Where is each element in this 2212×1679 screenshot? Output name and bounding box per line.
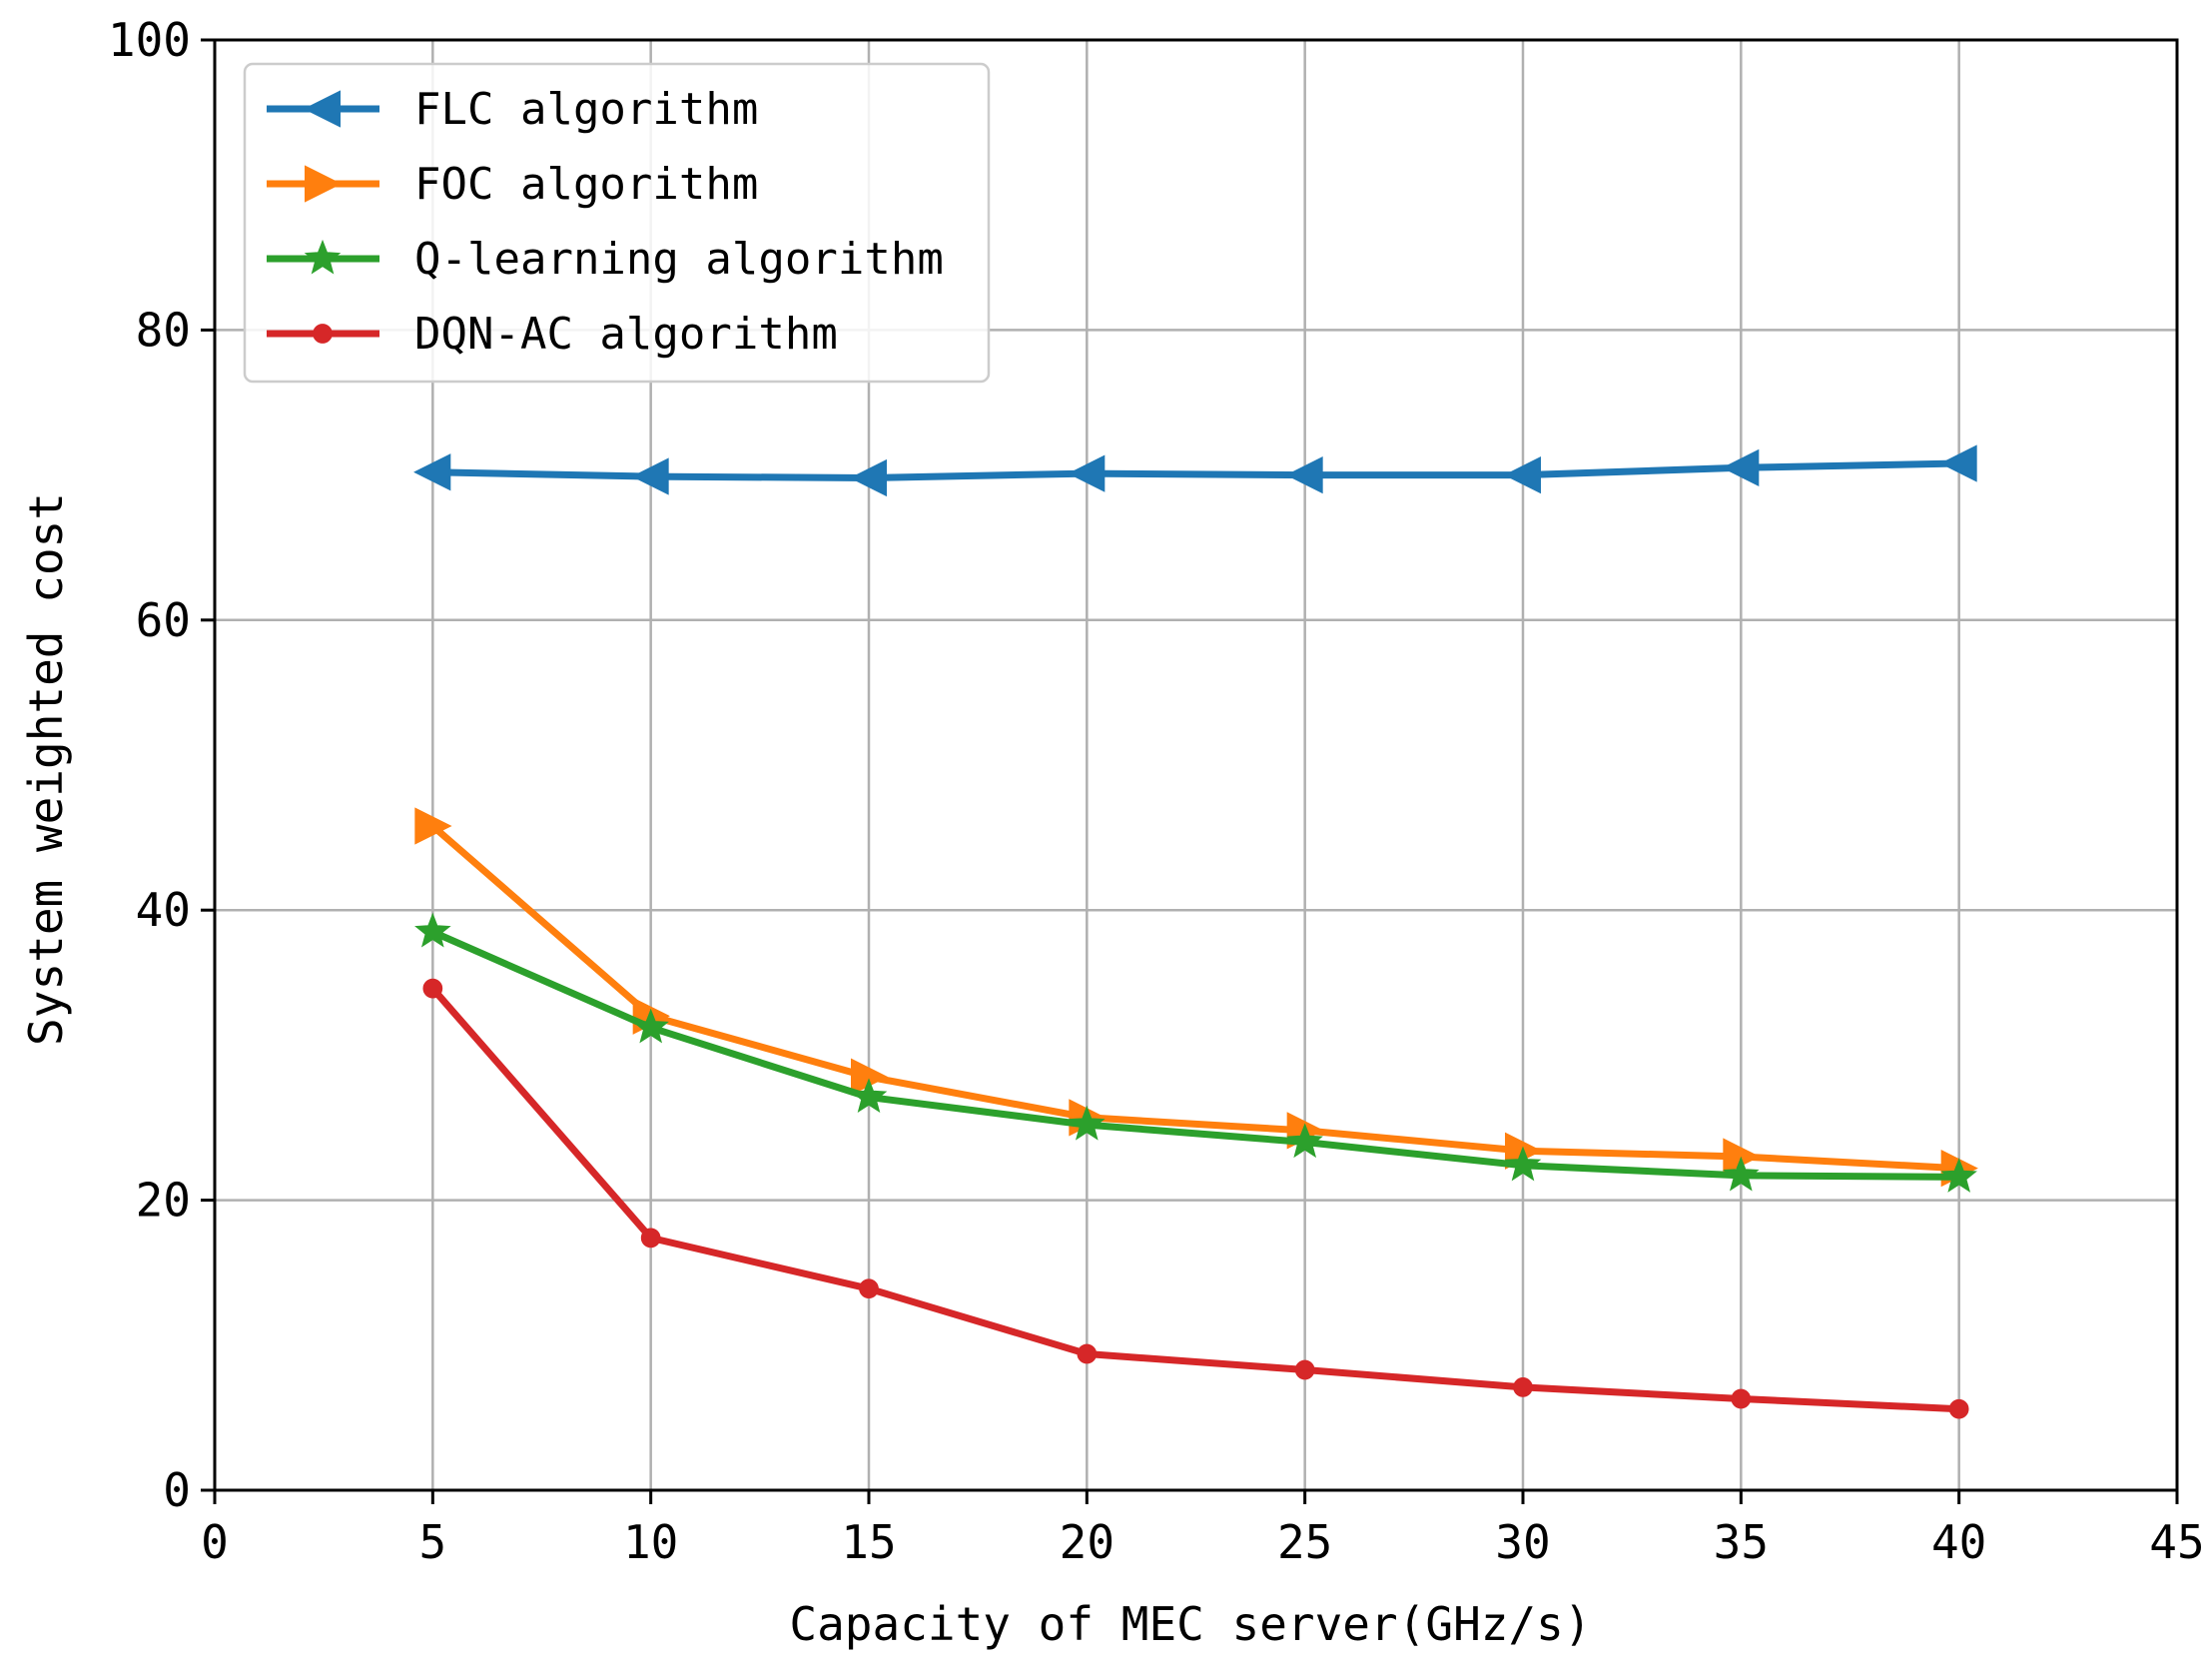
data-point <box>1723 1156 1760 1192</box>
x-tick-label: 20 <box>1060 1515 1114 1569</box>
data-point <box>850 1078 888 1114</box>
y-tick-label: 0 <box>163 1463 191 1517</box>
legend-item: FLC algorithm <box>267 84 758 135</box>
data-point <box>1285 455 1323 494</box>
plot-frame <box>213 38 2179 1492</box>
series-line <box>432 459 1959 481</box>
y-axis-title: System weighted cost <box>19 492 73 1046</box>
data-point <box>1940 1158 1977 1193</box>
data-point <box>414 912 451 948</box>
y-tick-label: 80 <box>136 303 191 357</box>
data-point <box>414 807 452 845</box>
data-point <box>1504 1146 1542 1182</box>
data-point <box>422 978 443 999</box>
legend-item: DQN-AC algorithm <box>267 309 838 360</box>
legend-item: FOC algorithm <box>267 159 758 210</box>
data-point <box>640 1228 661 1249</box>
y-tick-label: 60 <box>136 593 191 647</box>
legend-item: Q-learning algorithm <box>267 234 944 285</box>
data-point <box>413 453 451 491</box>
x-axis-title: Capacity of MEC server(GHz/s) <box>789 1597 1591 1651</box>
data-point <box>632 1008 669 1044</box>
legend-label: Q-learning algorithm <box>414 234 944 285</box>
x-tick-label: 5 <box>418 1515 446 1569</box>
data-point <box>1948 1398 1969 1419</box>
legend-box <box>243 62 991 384</box>
data-point <box>1513 1377 1533 1397</box>
series-3 <box>422 978 1969 1419</box>
data-point <box>859 1278 879 1299</box>
data-point <box>1939 444 1977 482</box>
y-tick-label: 40 <box>136 883 191 937</box>
series-line <box>429 986 1959 1413</box>
y-tick-label: 20 <box>136 1174 191 1228</box>
x-tick-label: 40 <box>1931 1515 1986 1569</box>
x-tick-label: 15 <box>841 1515 896 1569</box>
data-point <box>1068 454 1106 492</box>
series-line <box>430 928 1959 1181</box>
series-line <box>430 823 1959 1173</box>
data-point <box>1286 1123 1323 1159</box>
data-point <box>1503 455 1541 494</box>
legend: FLC algorithm FOC algorithm Q-learning alg… <box>243 62 991 384</box>
data-point <box>1069 1105 1106 1141</box>
y-tick-label: 100 <box>108 13 191 67</box>
legend-marker <box>304 239 342 275</box>
data-point <box>631 457 669 495</box>
data-point <box>1731 1388 1752 1409</box>
data-point <box>1294 1359 1315 1380</box>
x-tick-label: 25 <box>1277 1515 1332 1569</box>
legend-marker <box>305 165 343 203</box>
legend-label: FLC algorithm <box>414 84 758 135</box>
legend-label: DQN-AC algorithm <box>414 309 838 360</box>
x-tick-label: 45 <box>2149 1515 2204 1569</box>
data-point <box>849 458 887 497</box>
series-2 <box>414 912 1977 1193</box>
x-tick-label: 10 <box>623 1515 678 1569</box>
data-point <box>1077 1343 1098 1364</box>
legend-marker <box>313 324 333 344</box>
data-point <box>1722 448 1760 486</box>
axes-layer: 0 5 10 15 20 25 30 35 40 45 0 20 40 60 80 100 <box>108 13 2205 1569</box>
x-tick-label: 30 <box>1495 1515 1550 1569</box>
series-layer <box>413 444 1978 1419</box>
x-tick-label: 0 <box>201 1515 229 1569</box>
legend-marker <box>303 90 341 128</box>
legend-label: FOC algorithm <box>414 159 758 210</box>
x-tick-label: 35 <box>1714 1515 1769 1569</box>
series-0 <box>413 444 1977 497</box>
